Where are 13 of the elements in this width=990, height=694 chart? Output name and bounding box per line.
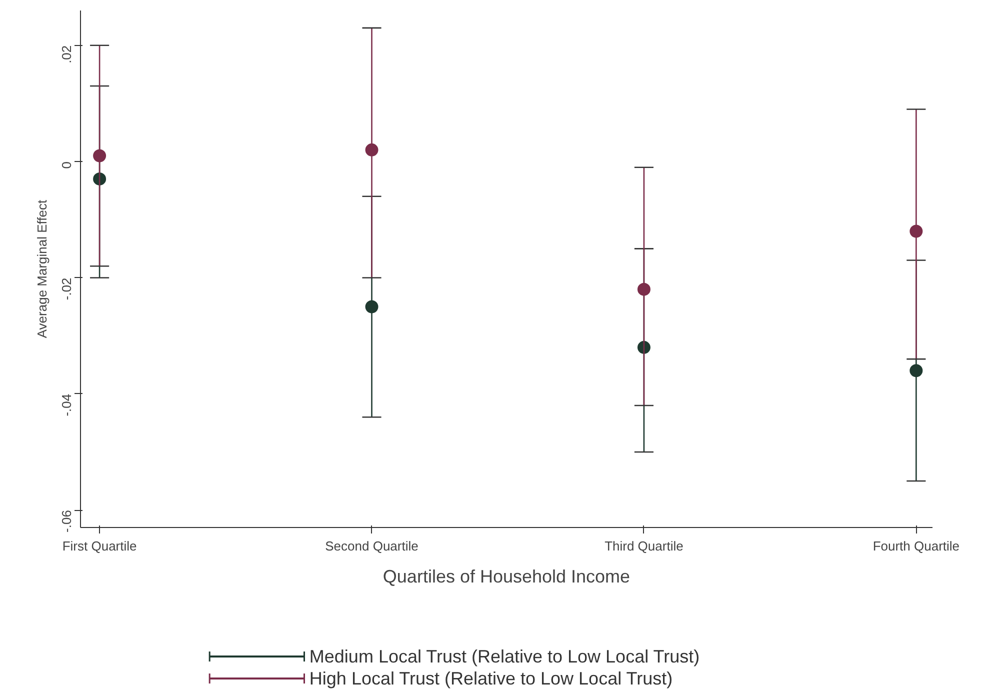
legend-label: High Local Trust (Relative to Low Local Trust) bbox=[309, 668, 673, 688]
y-tick-label: .02 bbox=[59, 45, 74, 64]
y-tick-label: -.06 bbox=[59, 510, 74, 532]
x-tick-label: Third Quartile bbox=[604, 538, 684, 554]
x-tick-label: Fourth Quartile bbox=[872, 538, 960, 554]
x-axis-title: Quartiles of Household Income bbox=[382, 566, 630, 586]
y-tick-label: -.04 bbox=[59, 394, 74, 416]
x-tick-label: First Quartile bbox=[62, 538, 137, 554]
legend-label: Medium Local Trust (Relative to Low Local Trust) bbox=[309, 646, 700, 666]
x-tick-label: Second Quartile bbox=[325, 538, 418, 554]
y-tick-label: -.02 bbox=[59, 278, 74, 300]
y-tick-label: 0 bbox=[59, 162, 74, 169]
y-axis-title: Average Marginal Effect bbox=[34, 199, 50, 338]
